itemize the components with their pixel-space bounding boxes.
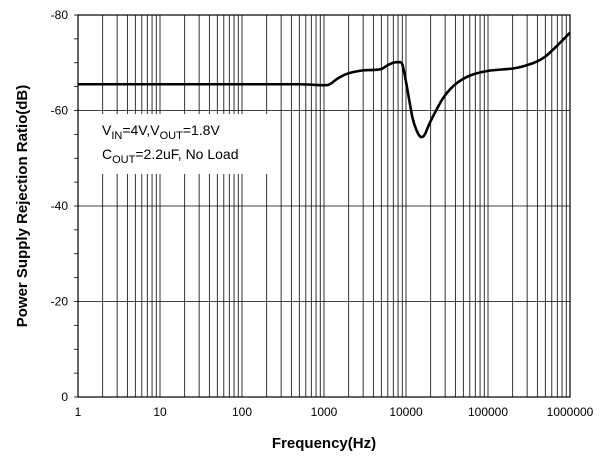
y-tick-label: -20 [51, 295, 69, 309]
x-tick-label: 10 [153, 405, 167, 419]
y-tick-label: -80 [51, 8, 69, 22]
x-tick-labels: 1 10 100 1000 10000 100000 1000000 [75, 405, 594, 419]
y-tick-labels: 0 -20 -40 -60 -80 [51, 8, 69, 404]
x-tick-label: 10000 [389, 405, 423, 419]
x-tick-label: 1000 [311, 405, 338, 419]
grid-lines [74, 14, 570, 398]
annotation-box: VIN=4V,VOUT=1.8V COUT=2.2uF, No Load [97, 114, 269, 174]
x-tick-label: 1 [75, 405, 82, 419]
annotation-line-2: COUT=2.2uF, No Load [102, 146, 239, 166]
y-tick-label: 0 [61, 390, 68, 404]
y-tick-label: -40 [51, 199, 69, 213]
x-tick-label: 1000000 [547, 405, 594, 419]
y-axis-label: Power Supply Rejection Ratio(dB) [14, 85, 31, 328]
psrr-series-line [78, 31, 571, 139]
plot-frame [77, 14, 571, 398]
x-axis-label: Frequency(Hz) [272, 435, 376, 452]
annotation-line-1: VIN=4V,VOUT=1.8V [102, 122, 220, 142]
x-tick-label: 100000 [468, 405, 508, 419]
x-tick-label: 100 [232, 405, 252, 419]
y-tick-label: -60 [51, 104, 69, 118]
